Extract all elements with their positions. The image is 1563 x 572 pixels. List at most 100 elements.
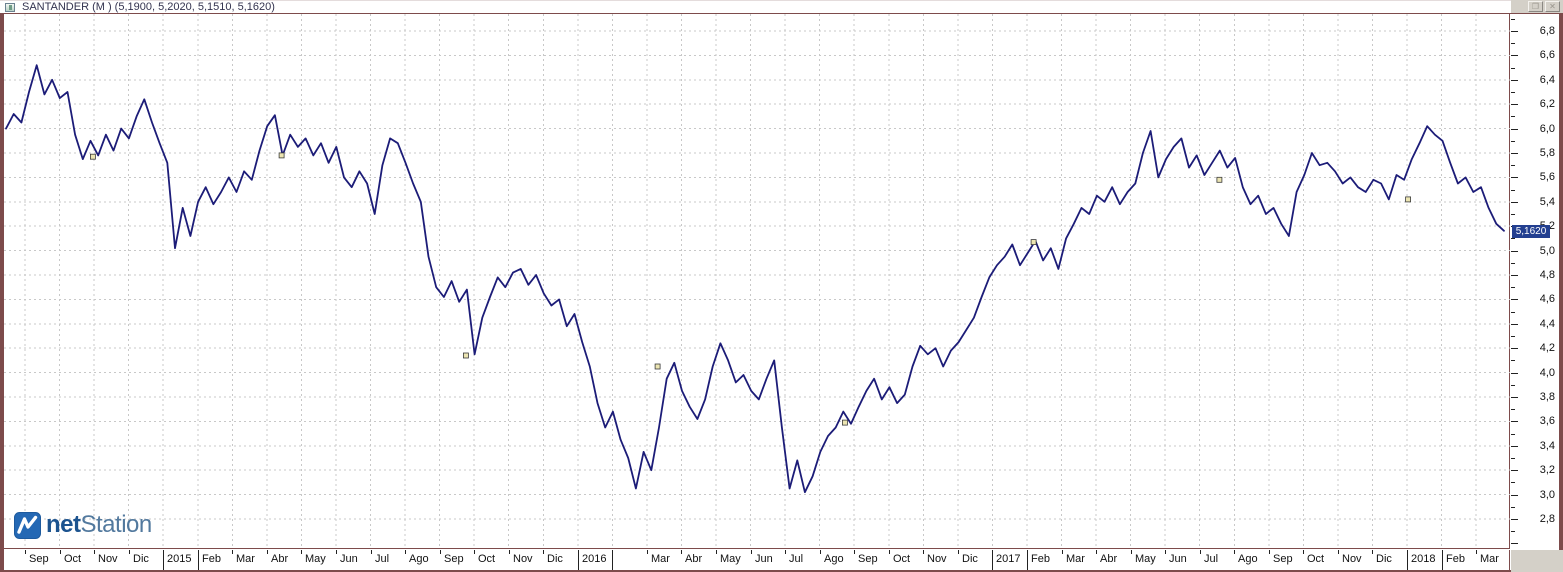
- grid-lines: [4, 14, 1510, 549]
- time-axis-label: 2015: [167, 553, 192, 565]
- price-axis-tick: [1511, 116, 1515, 117]
- price-axis-label: 3,4: [1539, 440, 1555, 452]
- price-axis-tick: [1511, 153, 1518, 154]
- price-axis-tick: [1511, 141, 1515, 142]
- time-axis-label: Sep: [1273, 553, 1293, 565]
- time-axis-label: 2017: [996, 553, 1021, 565]
- time-axis-separator: [163, 550, 164, 570]
- time-axis-label: Ago: [824, 553, 844, 565]
- time-axis-label: Jul: [1204, 553, 1219, 565]
- time-axis-label: Nov: [513, 553, 533, 565]
- netstation-logo-text: netStation: [46, 511, 152, 538]
- time-axis-tick: [509, 550, 510, 554]
- time-axis-tick: [854, 550, 855, 554]
- price-axis-label: 3,2: [1539, 464, 1555, 476]
- price-axis-tick: [1511, 519, 1518, 520]
- time-axis-separator: [992, 550, 993, 570]
- time-axis-label: Mar: [1066, 553, 1085, 565]
- time-axis-label: Oct: [478, 553, 496, 565]
- price-axis-tick: [1511, 275, 1518, 276]
- time-axis[interactable]: Sep Oct Nov Dic 2015 Feb Mar Abr May Jun Jul Ago Sep…: [4, 550, 1510, 570]
- price-axis-tick: [1511, 55, 1518, 56]
- event-marker: [842, 419, 848, 426]
- time-axis-tick: [958, 550, 959, 554]
- price-axis-tick: [1511, 214, 1515, 215]
- time-axis-tick: [1338, 550, 1339, 554]
- event-marker: [654, 363, 661, 370]
- time-axis-tick: [1269, 550, 1270, 554]
- time-axis-label: Mar: [1480, 553, 1499, 565]
- time-axis-tick: [94, 550, 95, 554]
- price-axis-tick: [1511, 385, 1515, 386]
- netstation-logo-icon: [14, 511, 41, 539]
- time-axis-label: Nov: [98, 553, 118, 565]
- time-axis-separator: [1407, 550, 1408, 570]
- time-axis-label: Oct: [64, 553, 82, 565]
- price-axis-tick: [1511, 287, 1515, 288]
- time-axis-tick: [889, 550, 890, 554]
- price-axis-label: 5,4: [1539, 196, 1555, 208]
- chart-plot-area[interactable]: netStation: [4, 14, 1510, 549]
- price-axis-tick: [1511, 348, 1518, 349]
- restore-window-icon[interactable]: ❐: [1528, 1, 1543, 12]
- time-axis-label: Abr: [271, 553, 289, 565]
- title-bar[interactable]: SANTANDER (M ) (5,1900, 5,2020, 5,1510, …: [0, 0, 1511, 13]
- price-axis-label: 4,8: [1539, 269, 1555, 281]
- event-marker: [1405, 196, 1411, 203]
- time-axis-label: Dic: [547, 553, 563, 565]
- time-axis-label: Jul: [789, 553, 804, 565]
- price-axis-tick: [1511, 165, 1515, 166]
- price-axis-tick: [1511, 238, 1515, 239]
- time-axis-tick: [440, 550, 441, 554]
- price-axis-tick: [1511, 421, 1518, 422]
- price-axis[interactable]: 5,1620 6,86,66,46,26,05,85,65,45,25,04,8…: [1511, 14, 1559, 549]
- time-axis-separator: [578, 550, 579, 570]
- price-axis-tick: [1511, 202, 1518, 203]
- time-axis-tick: [371, 550, 372, 554]
- time-axis-label: Feb: [1031, 553, 1050, 565]
- time-axis-tick: [751, 550, 752, 554]
- event-marker: [90, 153, 96, 160]
- price-axis-tick: [1511, 104, 1518, 105]
- price-axis-tick: [1511, 434, 1515, 435]
- time-axis-tick: [336, 550, 337, 554]
- price-axis-tick: [1511, 531, 1515, 532]
- time-axis-tick: [1096, 550, 1097, 554]
- window-edge-bottom: [0, 570, 1511, 572]
- price-axis-tick: [1511, 507, 1515, 508]
- window-buttons-panel: ❐ ✕: [1511, 0, 1563, 13]
- price-axis-tick: [1511, 336, 1515, 337]
- netstation-logo: netStation: [14, 511, 152, 539]
- time-axis-tick: [129, 550, 130, 554]
- time-axis-label: May: [720, 553, 741, 565]
- price-axis-label: 3,8: [1539, 391, 1555, 403]
- price-axis-tick: [1511, 324, 1518, 325]
- time-axis-label: Abr: [1100, 553, 1118, 565]
- price-axis-tick: [1511, 470, 1518, 471]
- price-axis-tick: [1511, 263, 1515, 264]
- time-axis-label: Sep: [858, 553, 878, 565]
- price-axis-label: 4,4: [1539, 318, 1555, 330]
- time-axis-tick: [1165, 550, 1166, 554]
- last-price-flag: 5,1620: [1512, 225, 1550, 238]
- time-axis-tick: [1476, 550, 1477, 554]
- close-window-icon[interactable]: ✕: [1545, 1, 1560, 12]
- price-axis-tick: [1511, 43, 1515, 44]
- price-axis-label: 4,0: [1539, 367, 1555, 379]
- price-axis-tick: [1511, 80, 1518, 81]
- time-axis-tick: [232, 550, 233, 554]
- time-axis-tick: [1234, 550, 1235, 554]
- price-axis-label: 4,6: [1539, 293, 1555, 305]
- time-axis-label: Feb: [1446, 553, 1465, 565]
- price-axis-label: 6,8: [1539, 25, 1555, 37]
- price-axis-label: 6,6: [1539, 49, 1555, 61]
- time-axis-tick: [1303, 550, 1304, 554]
- price-axis-tick: [1511, 482, 1515, 483]
- time-axis-label: Abr: [685, 553, 703, 565]
- time-axis-label: Sep: [444, 553, 464, 565]
- time-axis-label: Jun: [755, 553, 773, 565]
- time-axis-tick: [681, 550, 682, 554]
- price-axis-label: 4,2: [1539, 342, 1555, 354]
- price-axis-tick: [1511, 373, 1518, 374]
